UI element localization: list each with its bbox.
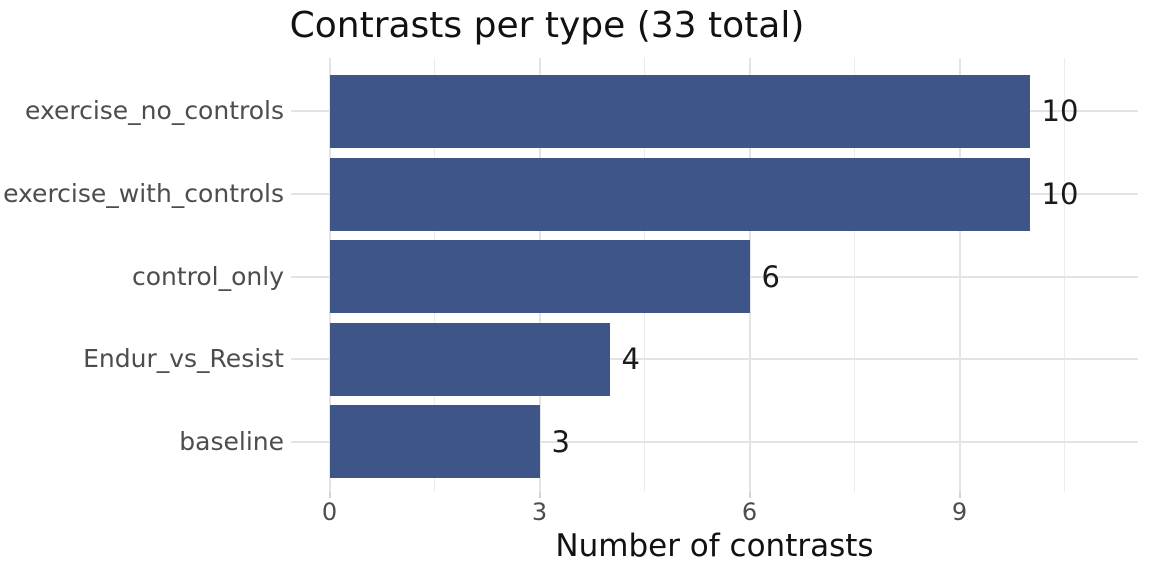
- major-gridline: [958, 58, 961, 492]
- x-tick-mark: [328, 492, 331, 498]
- plot-panel: 10 10 6 4 3: [291, 58, 1138, 492]
- bar-value-label: 10: [1041, 94, 1079, 129]
- bar-value-label: 4: [621, 342, 640, 377]
- category-label: control_only: [131, 261, 284, 291]
- x-tick-mark: [748, 492, 751, 498]
- bar: [329, 74, 1030, 148]
- bar-value-label: 6: [761, 259, 780, 294]
- category-label: Endur_vs_Resist: [83, 344, 284, 374]
- category-gridline: [291, 440, 1138, 443]
- bar: [329, 240, 750, 314]
- x-tick-label: 6: [741, 498, 758, 526]
- minor-gridline: [1063, 58, 1066, 492]
- bar: [329, 405, 540, 479]
- minor-gridline: [853, 58, 856, 492]
- major-gridline: [748, 58, 751, 492]
- category-label: exercise_no_controls: [25, 96, 284, 126]
- bar-value-label: 3: [551, 424, 570, 459]
- x-tick-mark: [538, 492, 541, 498]
- bar-value-label: 10: [1041, 177, 1079, 211]
- x-tick-label: 0: [321, 498, 338, 526]
- category-label: exercise_with_controls: [3, 179, 284, 208]
- bar: [329, 322, 610, 396]
- x-tick-label: 3: [531, 498, 548, 526]
- chart-title: Contrasts per type (33 total): [289, 5, 805, 46]
- category-label: baseline: [179, 426, 284, 456]
- x-axis-title: Number of contrasts: [555, 528, 874, 564]
- x-tick-mark: [958, 492, 961, 498]
- bar: [329, 157, 1030, 231]
- category-gridline: [291, 358, 1138, 361]
- x-tick-label: 9: [951, 498, 968, 526]
